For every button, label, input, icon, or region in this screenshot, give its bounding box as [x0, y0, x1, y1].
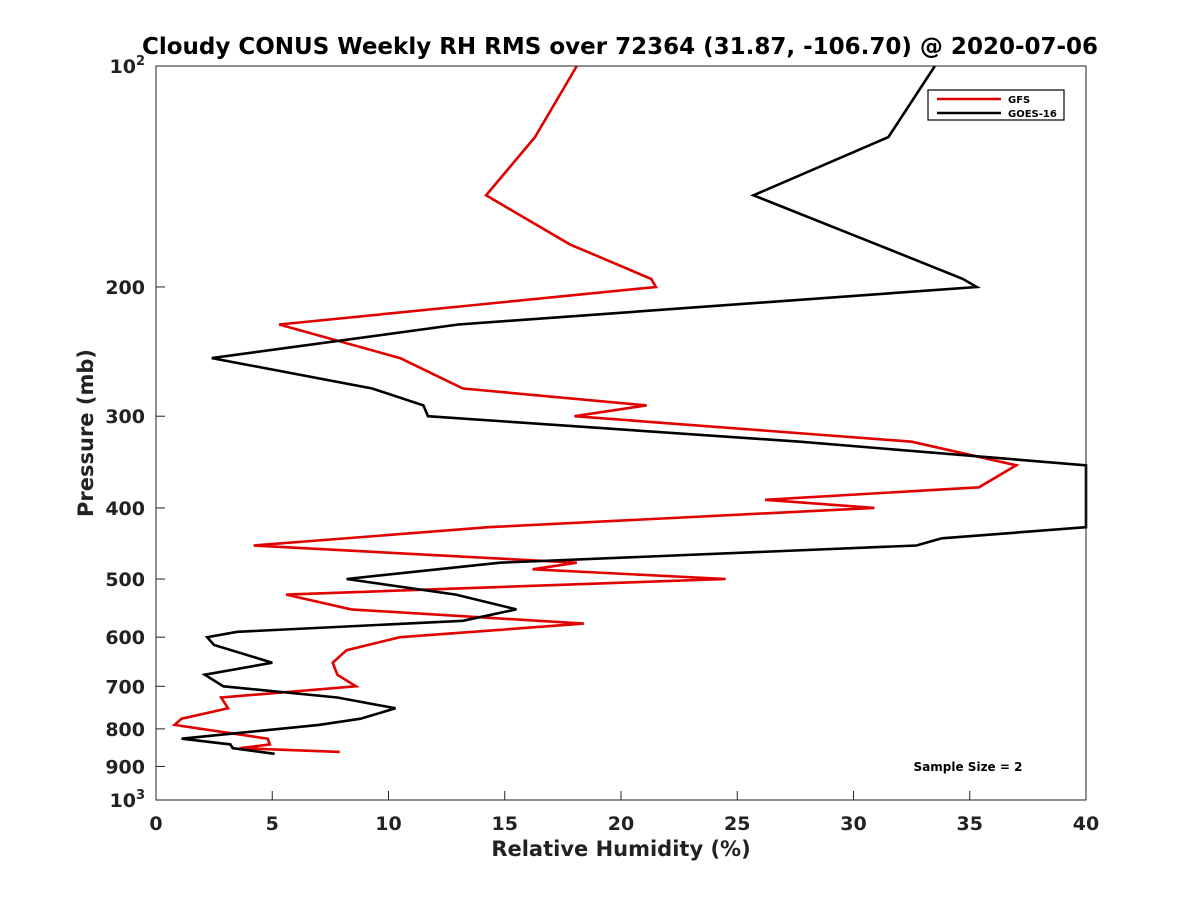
plot-area	[171, 65, 1088, 756]
sample-size-annotation: Sample Size = 2	[914, 760, 1023, 774]
y-axis: 102 200 300 400 500 600 700 800 900 103	[105, 54, 165, 812]
x-tick-label: 20	[608, 813, 634, 835]
x-tick-label: 5	[266, 813, 279, 835]
axes-frame	[155, 65, 1087, 801]
x-tick-label: 0	[149, 813, 162, 835]
series-line-gfs	[171, 65, 1020, 754]
y-tick-label: 300	[105, 406, 145, 428]
y-tick-label: 200	[105, 277, 145, 299]
y-tick-label: 700	[105, 676, 145, 698]
y-tick-label: 800	[105, 719, 145, 741]
y-tick-label: 900	[105, 756, 145, 778]
series-line-goes-16	[181, 65, 1088, 756]
chart-title: Cloudy CONUS Weekly RH RMS over 72364 (3…	[142, 34, 1098, 60]
y-tick-label: 103	[110, 788, 146, 812]
legend-box	[927, 89, 1065, 121]
x-tick-label: 15	[492, 813, 518, 835]
x-tick-label: 30	[840, 813, 866, 835]
y-tick-label: 400	[105, 498, 145, 520]
y-axis-label: Pressure (mb)	[74, 349, 98, 517]
x-tick-label: 25	[724, 813, 750, 835]
y-tick-label: 500	[105, 569, 145, 591]
x-tick-label: 40	[1073, 813, 1099, 835]
x-tick-label: 35	[957, 813, 983, 835]
x-tick-label: 10	[375, 813, 401, 835]
y-tick-label: 102	[110, 54, 146, 78]
legend-label: GOES-16	[1008, 109, 1057, 120]
x-axis: 0 5 10 15 20 25 30 35 40	[149, 791, 1099, 835]
legend: GFS GOES-16	[927, 89, 1065, 121]
x-axis-label: Relative Humidity (%)	[491, 837, 750, 861]
legend-label: GFS	[1008, 95, 1030, 106]
y-tick-label: 600	[105, 627, 145, 649]
